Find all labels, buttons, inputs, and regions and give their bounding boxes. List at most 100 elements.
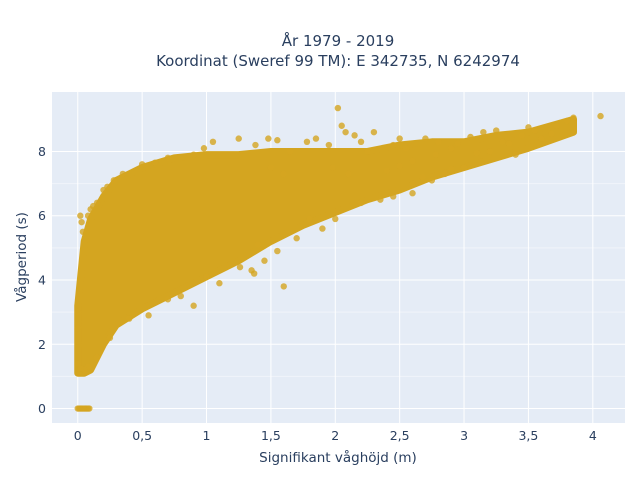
data-point [325,141,333,149]
data-point [77,365,84,372]
x-tick-label: 2,5 [390,428,410,443]
data-point [334,104,342,112]
data-point [441,170,448,178]
data-point [74,360,81,367]
data-point [200,145,208,152]
data-point [480,128,487,136]
data-point [329,164,336,171]
data-point [138,161,146,168]
data-point [357,138,365,146]
data-point [383,167,390,174]
data-point [370,128,378,136]
data-point [110,177,118,184]
data-point [77,212,84,219]
data-point [396,135,403,142]
y-tick-labels: 0 2 4 6 8 [38,144,46,416]
data-point [342,128,349,136]
data-point [447,165,455,173]
x-tick-label: 3,5 [518,428,538,443]
data-point [319,225,326,232]
data-point [93,353,101,361]
data-point [390,141,397,149]
x-tick-labels: 0 0,5 1 1,5 2 2,5 3 3,5 4 [74,428,597,443]
x-tick-label: 0,5 [132,428,152,443]
data-point [390,193,397,200]
data-point [409,157,416,165]
data-point [512,151,519,158]
y-tick-label: 0 [38,401,46,416]
data-point [84,212,92,219]
data-point [261,257,268,264]
data-point [209,138,217,146]
data-point [402,145,410,152]
data-point [357,199,365,207]
data-point [190,302,197,309]
x-axis-title: Signifikant våghöjd (m) [259,449,417,466]
x-tick-label: 1 [203,428,211,443]
data-point [553,122,560,129]
data-point [460,164,468,171]
data-point [74,324,81,332]
data-point [435,138,442,146]
x-tick-label: 4 [589,428,597,443]
data-point [235,135,242,142]
data-point [597,112,604,120]
data-point [447,145,455,152]
data-point [548,130,555,137]
data-point [563,117,571,125]
data-point [267,164,275,171]
data-point [486,148,493,155]
data-point [332,215,339,223]
y-tick-label: 2 [38,337,46,352]
chart-title-line1: År 1979 - 2019 [282,31,395,50]
data-point [252,141,259,149]
data-point [531,127,539,134]
data-point [119,170,127,178]
data-point [126,315,133,322]
data-point [338,122,345,129]
data-point [78,218,85,226]
data-point [274,137,281,144]
data-point [377,196,384,203]
data-point [306,215,313,223]
data-point [287,148,294,155]
data-point [203,273,210,280]
data-point [432,151,439,158]
data-point [525,124,532,131]
data-point [274,247,281,255]
data-point [396,162,403,170]
data-point [473,149,481,157]
point-cloud [74,115,577,377]
data-point [177,292,184,300]
data-point [151,159,159,166]
data-point [312,135,320,142]
data-point [74,308,81,316]
data-point [570,114,577,121]
data-point [344,170,352,178]
data-point [164,154,172,162]
data-points [74,104,604,412]
data-point [467,133,474,141]
data-point [248,267,255,274]
data-point [293,235,300,242]
data-point [280,170,287,178]
data-point [236,263,244,271]
data-point [454,140,461,147]
data-point [505,140,513,147]
data-point [493,127,500,134]
data-point [419,173,427,181]
data-point [265,135,272,142]
data-point [79,228,87,235]
data-point [190,151,197,158]
data-point [518,132,526,139]
y-axis-title: Vågperiod (s) [13,212,30,302]
data-point [164,296,172,303]
data-point [499,138,506,146]
data-point [280,283,287,290]
data-point [422,135,429,142]
x-tick-label: 2 [331,428,339,443]
data-point [409,190,416,197]
data-point [351,132,358,139]
y-tick-label: 6 [38,208,46,223]
